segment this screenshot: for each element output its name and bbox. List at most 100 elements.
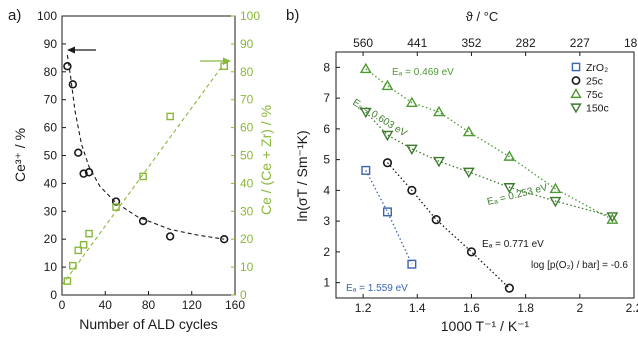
panel-a-label: a)	[8, 7, 21, 24]
panel-a-y-label-right: Ce / (Ce + Zr) / %	[258, 105, 274, 215]
y-tick-label: 5	[323, 153, 330, 167]
left-axis-arrow	[67, 46, 96, 54]
ce3-point	[165, 232, 175, 241]
panel-b-x-label: 1000 T⁻¹ / K⁻¹	[441, 318, 530, 334]
top-tick-label: 282	[516, 36, 536, 50]
point-150c	[432, 156, 445, 168]
point-75c	[381, 79, 394, 91]
point-150c	[359, 107, 372, 119]
point-150c	[606, 212, 619, 223]
panel-a-y-label-left: Ce³⁺ / %	[12, 128, 28, 182]
panel-b-label: b)	[286, 7, 299, 24]
y-tick-label-right: 10	[240, 260, 254, 274]
y-tick-label: 8	[323, 60, 330, 74]
panel-b-y-ticks: 1 2 3 4 5 6 7 8	[323, 60, 340, 290]
y-tick-label-left: 10	[44, 260, 58, 274]
x-tick-label: 160	[225, 298, 245, 312]
point-25c	[382, 158, 393, 168]
ce-ratio-point	[74, 246, 83, 255]
ce3-point	[219, 235, 229, 244]
y-tick-label: 6	[323, 122, 330, 136]
legend-marker-150c	[570, 103, 582, 114]
ce-ratio-point	[63, 277, 72, 285]
panel-b-frame	[335, 51, 635, 299]
panel-a-points	[63, 62, 229, 285]
top-tick-label: 181	[624, 36, 638, 50]
legend-marker-75c	[570, 88, 582, 99]
panel-a-frame	[61, 15, 236, 296]
legend-marker-ZrO₂	[571, 62, 581, 72]
fit-line-150c	[365, 111, 613, 218]
x-tick-label: 1.8	[517, 301, 534, 315]
point-75c	[432, 105, 445, 117]
ea-25c-label: Eₐ = 0.771 eV	[482, 239, 544, 250]
y-tick-label-right: 100	[240, 9, 260, 23]
ce3-fit-line	[66, 55, 225, 240]
panel-b-points	[359, 62, 619, 293]
panel-b-top-ticks: 560 441 352 282 227 181	[353, 36, 638, 56]
panel-b-y-label: ln(σT / Sm⁻¹K)	[294, 130, 310, 221]
point-75c	[462, 125, 475, 137]
y-tick-label-left: 20	[44, 232, 58, 246]
y-tick-label-right: 50	[240, 149, 254, 163]
fit-line-ZrO₂	[365, 170, 413, 265]
ce-ratio-point	[166, 112, 174, 121]
y-tick-label-right: 80	[240, 65, 254, 79]
legend-label-ZrO₂: ZrO₂	[586, 62, 608, 74]
point-150c	[549, 196, 562, 208]
legend-label-75c: 75c	[586, 89, 603, 101]
ea-150c-flat-label: Eₐ = 0.253 eV	[486, 182, 549, 208]
point-ZrO₂	[361, 165, 371, 175]
y-tick-label-right: 20	[240, 232, 254, 246]
ce3-point	[84, 168, 94, 177]
panel-b-top-axis-label: ϑ / °C	[466, 9, 499, 24]
point-75c	[606, 213, 619, 224]
panel-a-x-label: Number of ALD cycles	[79, 316, 218, 332]
ce-ratio-point	[79, 240, 88, 249]
panel-b-x-ticks: 1.2 1.4 1.6 1.8 2 2.2	[355, 294, 638, 315]
condition-note: log [p(O₂) / bar] = -0.6	[531, 260, 628, 271]
panel-a-fit-lines	[61, 55, 225, 286]
ce3-point	[74, 148, 83, 157]
top-tick-label: 352	[461, 36, 481, 50]
ce-ratio-point	[139, 172, 147, 181]
y-tick-label-left: 50	[44, 149, 58, 163]
x-tick-label: 1.6	[463, 301, 480, 315]
x-tick-label: 120	[182, 298, 202, 312]
legend-marker-25c	[571, 76, 581, 85]
point-25c	[407, 185, 417, 195]
y-tick-label-right: 0	[240, 288, 247, 302]
panel-a: a) 0 40 80 120 160 0 10 20 30 40 50 60 70 80 90 100 0 1…	[8, 7, 274, 332]
ce3-point	[79, 169, 88, 178]
top-tick-label: 227	[570, 36, 590, 50]
ea-zro2-label: Eₐ = 1.559 eV	[346, 283, 408, 294]
fit-line-25c	[387, 162, 510, 289]
y-tick-label-left: 80	[44, 65, 58, 79]
y-tick-label-left: 100	[37, 9, 57, 23]
legend-label-25c: 25c	[586, 76, 603, 88]
point-75c	[503, 150, 516, 161]
point-150c	[381, 130, 394, 142]
y-tick-label-left: 70	[44, 93, 58, 107]
panel-a-y-ticks-right: 0 10 20 30 40 50 60 70 80 90 100	[231, 9, 260, 302]
y-tick-label: 1	[323, 276, 330, 290]
ce3-point	[111, 197, 121, 206]
y-tick-label: 7	[323, 91, 330, 105]
y-tick-label-left: 60	[44, 121, 58, 135]
y-tick-label: 2	[323, 245, 330, 259]
y-tick-label-right: 40	[240, 176, 254, 190]
legend-label-150c: 150c	[586, 103, 609, 115]
top-tick-label: 560	[353, 36, 373, 50]
ce-ratio-point	[112, 203, 120, 211]
right-axis-arrow	[200, 57, 231, 65]
panel-a-x-ticks: 0 40 80 120 160	[59, 291, 245, 312]
ea-75c-label: Eₐ = 0.469 eV	[392, 67, 454, 78]
point-75c	[405, 96, 418, 108]
y-tick-label-left: 90	[44, 37, 58, 51]
x-tick-label: 0	[59, 298, 66, 312]
y-tick-label-right: 30	[240, 204, 254, 218]
x-tick-label: 2.2	[626, 301, 638, 315]
point-25c	[504, 283, 514, 293]
point-25c	[431, 214, 441, 225]
